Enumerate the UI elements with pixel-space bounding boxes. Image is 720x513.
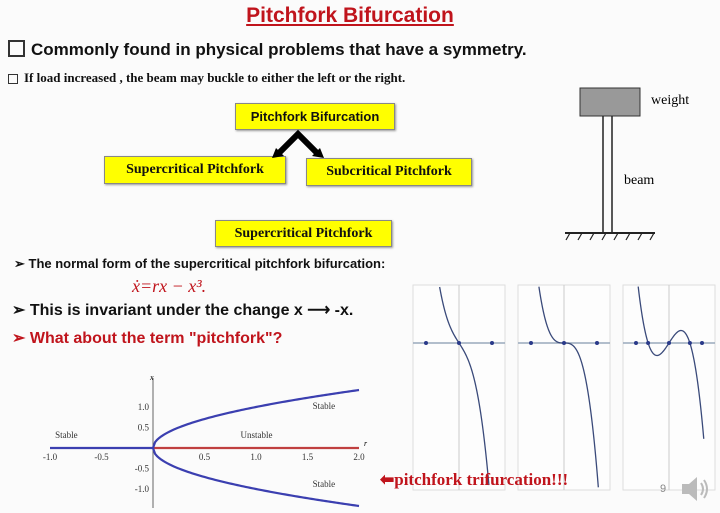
fork-arrows-icon	[272, 129, 324, 158]
fixed-point	[424, 341, 428, 345]
page-number: 9	[660, 483, 667, 495]
bullet-text: What about the term "pitchfork"?	[29, 330, 283, 347]
x-tick-label: 1.5	[302, 452, 314, 462]
bullet-text: If load increased , the beam may buckle …	[24, 70, 406, 85]
bullet-text: This is invariant under the change x ⟶ -…	[29, 302, 354, 319]
beam-figure	[565, 87, 655, 241]
fixed-point	[490, 341, 494, 345]
x-tick-label: -0.5	[94, 452, 109, 462]
fixed-point	[667, 341, 671, 345]
bullet-text: The normal form of the supercritical pit…	[28, 256, 386, 271]
diagram-right: Subcritical Pitchfork	[306, 158, 472, 186]
panel-curve	[538, 286, 599, 488]
bullet-normal-form: ➢ The normal form of the supercritical p…	[14, 256, 386, 271]
label-stable_lower: Stable	[313, 479, 336, 489]
checkbox-bullet-icon	[8, 74, 18, 84]
bullet-beam: If load increased , the beam may buckle …	[8, 70, 405, 86]
fixed-point	[687, 341, 692, 345]
slide-title: Pitchfork Bifurcation	[246, 4, 454, 27]
fixed-point	[562, 341, 566, 345]
y-tick-label: 1.0	[138, 402, 150, 412]
label-unstable: Unstable	[241, 430, 273, 440]
series-3	[151, 447, 360, 508]
beam-label: beam	[624, 173, 655, 188]
x-tick-label: 2.0	[353, 452, 365, 462]
weight-label: weight	[651, 93, 690, 108]
fixed-point	[529, 341, 533, 345]
x-tick-label: 0.5	[199, 452, 211, 462]
x-tick-label: 1.0	[250, 452, 262, 462]
checkbox-bullet-icon	[8, 40, 25, 57]
fixed-point	[634, 341, 638, 345]
bullet-question: ➢ What about the term "pitchfork"?	[12, 330, 283, 347]
diagram-left: Supercritical Pitchfork	[104, 156, 286, 184]
bullet-invariant: ➢ This is invariant under the change x ⟶…	[12, 302, 354, 319]
equation: ẋ=rx − x³.	[132, 276, 207, 296]
fixed-point	[700, 341, 704, 345]
vector-field-panels	[412, 284, 716, 491]
diagram-heading: Supercritical Pitchfork	[215, 220, 392, 247]
panel-curve	[637, 286, 705, 439]
fixed-point	[457, 341, 461, 345]
fixed-point	[595, 341, 599, 345]
panel-curve	[439, 286, 490, 486]
bullet-symmetry: Commonly found in physical problems that…	[8, 40, 527, 60]
speaker-icon[interactable]	[680, 474, 712, 504]
series-2	[151, 388, 360, 449]
label-stable_left: Stable	[55, 430, 78, 440]
bifurcation-chart: x r -1.0 -0.5 0.5 1.0 1.5 2.0 1.0 0.5 -0.5 -1.0 Stab…	[43, 373, 368, 508]
label-stable_upper: Stable	[313, 401, 336, 411]
bullet-text: Commonly found in physical problems that…	[31, 40, 527, 59]
y-axis-label: x	[149, 373, 154, 382]
weight-block	[579, 87, 641, 117]
diagram-root: Pitchfork Bifurcation	[235, 103, 395, 130]
y-tick-label: 0.5	[138, 423, 150, 433]
y-tick-label: -0.5	[135, 464, 150, 474]
x-tick-label: -1.0	[43, 452, 58, 462]
x-axis-label: r	[364, 439, 368, 448]
trifurcation-annotation: ⬅pitchfork trifurcation!!!	[380, 470, 569, 489]
y-tick-label: -1.0	[135, 484, 150, 494]
fixed-point	[646, 341, 651, 345]
